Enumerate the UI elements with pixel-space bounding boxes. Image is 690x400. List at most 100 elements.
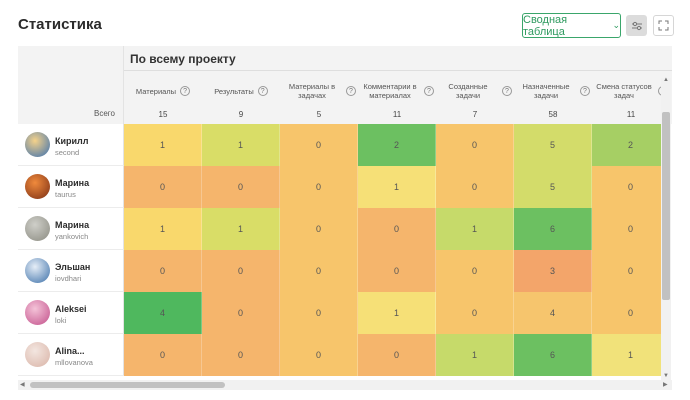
value-cell[interactable]: 1 xyxy=(436,334,514,376)
value-cell[interactable]: 6 xyxy=(514,334,592,376)
column-header-4: Созданные задачи? xyxy=(436,74,514,108)
value-cell[interactable]: 1 xyxy=(124,208,202,250)
value-cell[interactable]: 0 xyxy=(592,208,670,250)
value-cell[interactable]: 1 xyxy=(592,334,670,376)
user-login: iovdhari xyxy=(55,274,82,283)
column-header-1: Результаты? xyxy=(202,74,280,108)
value-cell[interactable]: 1 xyxy=(124,124,202,166)
value-cell[interactable]: 0 xyxy=(592,250,670,292)
avatar xyxy=(25,342,50,367)
user-login: yankovich xyxy=(55,232,89,241)
user-cell[interactable]: Кирилл second xyxy=(18,124,124,166)
user-name: Кирилл xyxy=(55,136,89,146)
value-cell[interactable]: 3 xyxy=(514,250,592,292)
table-row: Кирилл second 1 1 0 2 0 5 2 xyxy=(18,124,672,166)
value-cell[interactable]: 0 xyxy=(124,334,202,376)
filter-settings-button[interactable] xyxy=(626,15,647,36)
table-row: Эльшан iovdhari 0 0 0 0 0 3 0 xyxy=(18,250,672,292)
avatar xyxy=(25,132,50,157)
row-header-corner: Всего xyxy=(18,46,124,124)
help-icon[interactable]: ? xyxy=(257,86,268,96)
value-cell[interactable]: 1 xyxy=(358,292,436,334)
user-name: Alina... xyxy=(55,346,85,356)
value-cell[interactable]: 0 xyxy=(592,166,670,208)
page-title: Статистика xyxy=(18,16,102,33)
vertical-scrollbar[interactable]: ▲ ▼ xyxy=(661,77,671,382)
value-cell[interactable]: 0 xyxy=(280,292,358,334)
user-cell[interactable]: Марина yankovich xyxy=(18,208,124,250)
value-cell[interactable]: 0 xyxy=(280,334,358,376)
column-label: Результаты xyxy=(214,86,254,96)
value-cell[interactable]: 0 xyxy=(280,166,358,208)
value-cell[interactable]: 0 xyxy=(202,334,280,376)
column-label: Смена статусов задач xyxy=(596,82,652,100)
value-cell[interactable]: 0 xyxy=(436,292,514,334)
value-cell[interactable]: 0 xyxy=(358,208,436,250)
horizontal-scrollbar[interactable]: ◀ ▶ xyxy=(18,380,672,390)
user-login: mllovanova xyxy=(55,358,93,367)
table-row: Марина yankovich 1 1 0 0 1 6 0 xyxy=(18,208,672,250)
value-cell[interactable]: 1 xyxy=(358,166,436,208)
pivot-table-dropdown[interactable]: Сводная таблица ⌄ xyxy=(522,13,621,38)
vertical-scroll-thumb[interactable] xyxy=(662,112,670,300)
scroll-left-icon[interactable]: ◀ xyxy=(20,382,25,388)
value-cell[interactable]: 0 xyxy=(358,334,436,376)
column-total: 5 xyxy=(316,110,322,119)
help-icon[interactable]: ? xyxy=(502,86,512,96)
expand-icon xyxy=(658,20,669,31)
user-cell[interactable]: Марина taurus xyxy=(18,166,124,208)
horizontal-scroll-thumb[interactable] xyxy=(30,382,225,388)
user-login: loki xyxy=(55,316,67,325)
column-total: 11 xyxy=(392,110,402,119)
value-cell[interactable]: 0 xyxy=(202,166,280,208)
value-cell[interactable]: 4 xyxy=(124,292,202,334)
avatar xyxy=(25,216,50,241)
user-cell[interactable]: Aleksei loki xyxy=(18,292,124,334)
value-cell[interactable]: 6 xyxy=(514,208,592,250)
avatar xyxy=(25,174,50,199)
scroll-right-icon[interactable]: ▶ xyxy=(663,382,668,388)
scroll-down-icon[interactable]: ▼ xyxy=(663,373,669,379)
column-header: По всему проекту Материалы? 15 Результаты?… xyxy=(124,46,672,124)
value-cell[interactable]: 0 xyxy=(280,124,358,166)
help-icon[interactable]: ? xyxy=(180,86,191,96)
value-cell[interactable]: 0 xyxy=(436,166,514,208)
value-cell[interactable]: 0 xyxy=(436,250,514,292)
avatar xyxy=(25,258,50,283)
help-icon[interactable]: ? xyxy=(424,86,434,96)
column-header-6: Смена статусов задач? xyxy=(592,74,670,108)
value-cell[interactable]: 2 xyxy=(358,124,436,166)
value-cell[interactable]: 5 xyxy=(514,166,592,208)
value-cell[interactable]: 0 xyxy=(202,250,280,292)
scroll-up-icon[interactable]: ▲ xyxy=(663,77,669,83)
column-label: Комментарии в материалах xyxy=(363,82,417,100)
column-header-0: Материалы? xyxy=(124,74,202,108)
value-cell[interactable]: 0 xyxy=(592,292,670,334)
help-icon[interactable]: ? xyxy=(346,86,356,96)
value-cell[interactable]: 0 xyxy=(280,250,358,292)
value-cell[interactable]: 0 xyxy=(124,166,202,208)
user-cell[interactable]: Alina... mllovanova xyxy=(18,334,124,376)
value-cell[interactable]: 2 xyxy=(592,124,670,166)
column-total: 9 xyxy=(238,110,244,119)
value-cell[interactable]: 0 xyxy=(280,208,358,250)
column-label: Созданные задачи xyxy=(448,82,488,100)
column-total: 58 xyxy=(548,110,558,119)
avatar xyxy=(25,300,50,325)
value-cell[interactable]: 0 xyxy=(202,292,280,334)
value-cell[interactable]: 1 xyxy=(436,208,514,250)
value-cell[interactable]: 0 xyxy=(124,250,202,292)
value-cell[interactable]: 1 xyxy=(202,124,280,166)
value-cell[interactable]: 4 xyxy=(514,292,592,334)
sliders-icon xyxy=(631,21,642,30)
fullscreen-button[interactable] xyxy=(653,15,674,36)
value-cell[interactable]: 0 xyxy=(358,250,436,292)
user-cell[interactable]: Эльшан iovdhari xyxy=(18,250,124,292)
value-cell[interactable]: 0 xyxy=(436,124,514,166)
value-cell[interactable]: 1 xyxy=(202,208,280,250)
header-divider xyxy=(124,70,672,71)
value-cell[interactable]: 5 xyxy=(514,124,592,166)
table-row: Марина taurus 0 0 0 1 0 5 0 xyxy=(18,166,672,208)
help-icon[interactable]: ? xyxy=(580,86,590,96)
column-total: 11 xyxy=(626,110,636,119)
